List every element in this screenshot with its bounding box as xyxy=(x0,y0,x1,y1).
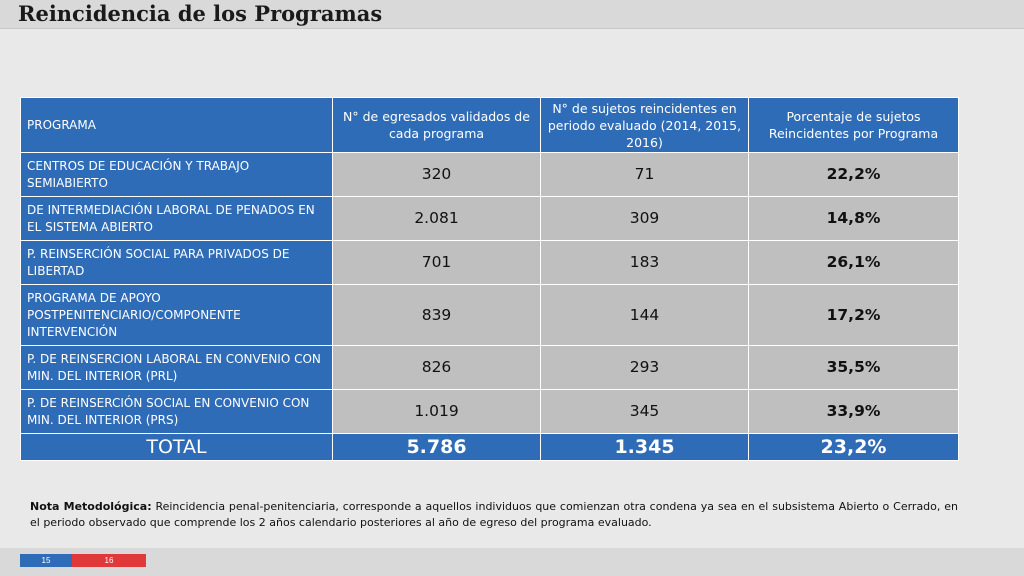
note-text: Reincidencia penal-penitenciaria, corres… xyxy=(30,500,958,529)
egresados-cell: 1.019 xyxy=(332,389,541,434)
title-bar: Reincidencia de los Programas xyxy=(0,0,1024,29)
total-egresados: 5.786 xyxy=(332,433,541,461)
header-programa: PROGRAMA xyxy=(20,97,333,153)
reincidence-table: PROGRAMA N° de egresados validados de ca… xyxy=(20,97,959,461)
reincidentes-cell: 293 xyxy=(540,345,749,390)
reincidentes-cell: 309 xyxy=(540,196,749,241)
egresados-cell: 320 xyxy=(332,152,541,197)
programa-cell: P. REINSERCIÓN SOCIAL PARA PRIVADOS DE L… xyxy=(20,240,333,285)
page-title: Reincidencia de los Programas xyxy=(18,1,383,26)
total-label: TOTAL xyxy=(20,433,333,461)
porcentaje-cell: 14,8% xyxy=(748,196,959,241)
egresados-cell: 826 xyxy=(332,345,541,390)
header-porcentaje: Porcentaje de sujetos Reincidentes por P… xyxy=(748,97,959,153)
total-porcentaje: 23,2% xyxy=(748,433,959,461)
reincidentes-cell: 345 xyxy=(540,389,749,434)
porcentaje-cell: 33,9% xyxy=(748,389,959,434)
table-header-row: PROGRAMA N° de egresados validados de ca… xyxy=(20,97,959,153)
reincidentes-cell: 71 xyxy=(540,152,749,197)
egresados-cell: 839 xyxy=(332,284,541,346)
table-row: PROGRAMA DE APOYO POSTPENITENCIARIO/COMP… xyxy=(20,284,959,346)
total-reincidentes: 1.345 xyxy=(540,433,749,461)
page-number-16: 16 xyxy=(72,554,146,567)
reincidentes-cell: 183 xyxy=(540,240,749,285)
porcentaje-cell: 17,2% xyxy=(748,284,959,346)
egresados-cell: 701 xyxy=(332,240,541,285)
programa-cell: DE INTERMEDIACIÓN LABORAL DE PENADOS EN … xyxy=(20,196,333,241)
reincidentes-cell: 144 xyxy=(540,284,749,346)
note-label: Nota Metodológica: xyxy=(30,500,152,513)
header-reincidentes: N° de sujetos reincidentes en periodo ev… xyxy=(540,97,749,153)
porcentaje-cell: 22,2% xyxy=(748,152,959,197)
table-row: P. REINSERCIÓN SOCIAL PARA PRIVADOS DE L… xyxy=(20,240,959,285)
table-row: P. DE REINSERCION LABORAL EN CONVENIO CO… xyxy=(20,345,959,390)
page-number-15: 15 xyxy=(20,554,72,567)
table-row: CENTROS DE EDUCACIÓN Y TRABAJO SEMIABIER… xyxy=(20,152,959,197)
total-row: TOTAL 5.786 1.345 23,2% xyxy=(20,433,959,461)
header-egresados: N° de egresados validados de cada progra… xyxy=(332,97,541,153)
methodology-note: Nota Metodológica: Reincidencia penal-pe… xyxy=(30,499,958,531)
programa-cell: P. DE REINSERCION LABORAL EN CONVENIO CO… xyxy=(20,345,333,390)
table-row: P. DE REINSERCIÓN SOCIAL EN CONVENIO CON… xyxy=(20,389,959,434)
programa-cell: P. DE REINSERCIÓN SOCIAL EN CONVENIO CON… xyxy=(20,389,333,434)
table-row: DE INTERMEDIACIÓN LABORAL DE PENADOS EN … xyxy=(20,196,959,241)
programa-cell: CENTROS DE EDUCACIÓN Y TRABAJO SEMIABIER… xyxy=(20,152,333,197)
egresados-cell: 2.081 xyxy=(332,196,541,241)
footer-bar xyxy=(0,548,1024,576)
porcentaje-cell: 35,5% xyxy=(748,345,959,390)
programa-cell: PROGRAMA DE APOYO POSTPENITENCIARIO/COMP… xyxy=(20,284,333,346)
porcentaje-cell: 26,1% xyxy=(748,240,959,285)
